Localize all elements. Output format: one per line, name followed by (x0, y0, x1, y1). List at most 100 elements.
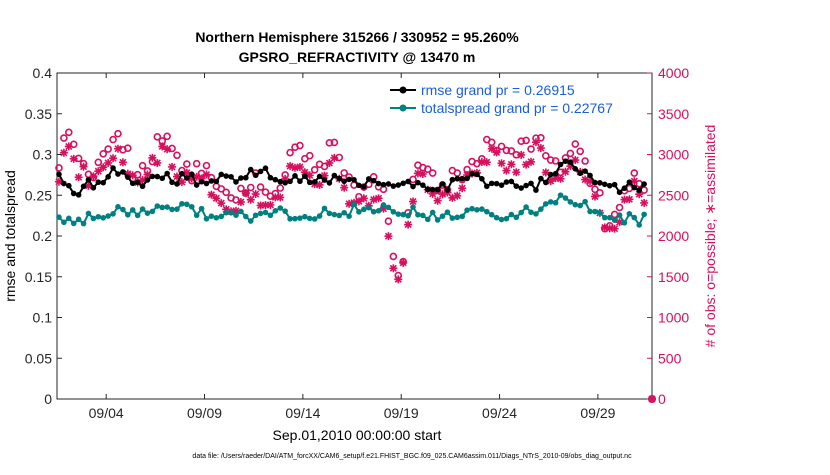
star-stroke (483, 158, 491, 166)
series-point (361, 206, 367, 213)
chart-title-line2: GPSRO_REFRACTIVITY @ 13470 m (239, 49, 476, 65)
obs-assimilated-marker (138, 176, 147, 185)
series-point (252, 172, 259, 179)
series-point (439, 213, 446, 219)
series-point (267, 212, 274, 219)
series-point (429, 209, 436, 216)
obs-possible-marker (65, 128, 73, 137)
series-point (479, 175, 485, 182)
series-point (424, 186, 431, 193)
obs-assimilated-marker (556, 174, 565, 183)
obs-possible-marker (527, 145, 535, 153)
star-stroke (547, 177, 555, 185)
star-stroke (252, 190, 260, 198)
series-point (331, 172, 338, 179)
series-point (306, 179, 313, 186)
series-point (351, 176, 357, 183)
obs-assimilated-marker (625, 195, 634, 204)
series-point (370, 208, 377, 215)
series-point (508, 178, 515, 185)
x-tick-label: 09/14 (285, 405, 320, 421)
obs-assimilated-marker (354, 197, 363, 206)
y-tick-label-right: 1000 (658, 310, 689, 326)
obs-possible-marker (55, 164, 63, 172)
series-point (631, 214, 638, 221)
series-point (120, 169, 126, 175)
series-point (257, 210, 264, 217)
obs-possible-marker (222, 188, 230, 197)
series-point (287, 178, 293, 185)
star-stroke (217, 199, 225, 207)
star-stroke (389, 264, 397, 272)
series-point (356, 209, 362, 215)
star-stroke (419, 170, 427, 178)
series-point (351, 201, 357, 208)
star-stroke (173, 172, 181, 181)
star-stroke (630, 177, 638, 185)
obs-assimilated-marker (458, 184, 467, 193)
series-point (567, 199, 574, 205)
series-point (164, 170, 170, 177)
series-point (434, 186, 441, 193)
series-point (247, 166, 254, 173)
series-point (449, 215, 456, 221)
series-point (488, 180, 495, 187)
series-point (420, 182, 426, 188)
series-point (149, 173, 156, 180)
series-point (282, 179, 288, 186)
obs-assimilated-marker (330, 153, 339, 162)
obs-assimilated-marker (541, 168, 550, 177)
series-point (474, 171, 480, 178)
obs-possible-marker (487, 138, 496, 147)
series-point (144, 177, 151, 183)
obs-possible-marker (296, 141, 304, 150)
series-point (410, 204, 416, 210)
series-point (592, 208, 598, 215)
obs-assimilated-marker (561, 167, 570, 176)
series-point (400, 211, 406, 218)
y-axis-label-left: rmse and totalspread (2, 170, 18, 302)
series-point (508, 211, 515, 218)
obs-assimilated-marker (148, 153, 157, 162)
series-point (493, 214, 500, 221)
obs-assimilated-marker (59, 148, 68, 157)
series-point (601, 214, 608, 221)
series-point (56, 171, 62, 178)
series-point (498, 182, 505, 188)
obs-possible-marker (428, 169, 437, 177)
series-point (179, 170, 185, 177)
series-point (321, 177, 328, 183)
series-point (518, 209, 524, 216)
series-point (503, 215, 510, 222)
obs-assimilated-marker (640, 198, 649, 207)
star-stroke (537, 144, 545, 152)
star-stroke (158, 142, 166, 150)
obs-assimilated-marker (118, 158, 127, 167)
series-point (533, 211, 539, 217)
star-stroke (237, 198, 245, 206)
obs-assimilated-marker (492, 148, 501, 157)
series-point (149, 208, 156, 215)
series-point (547, 199, 554, 205)
y-tick-label-left: 0.15 (25, 269, 52, 285)
series-point (326, 210, 333, 217)
series-point (592, 179, 598, 186)
obs-assimilated-marker (99, 163, 108, 172)
series-point (464, 175, 470, 182)
series-point (577, 202, 584, 209)
series-point (243, 174, 249, 181)
star-stroke (183, 169, 191, 177)
obs-assimilated-marker (104, 158, 113, 167)
series-point (459, 175, 465, 182)
series-point (311, 179, 318, 185)
series-point (380, 202, 387, 208)
y-tick-label-left: 0 (44, 391, 52, 407)
series-point (238, 175, 244, 181)
series-point (587, 172, 593, 179)
star-stroke (148, 154, 156, 162)
series-point (533, 187, 539, 193)
star-stroke (276, 193, 284, 202)
obs-possible-marker (581, 157, 589, 165)
series-point (395, 182, 402, 188)
series-point (169, 179, 175, 186)
